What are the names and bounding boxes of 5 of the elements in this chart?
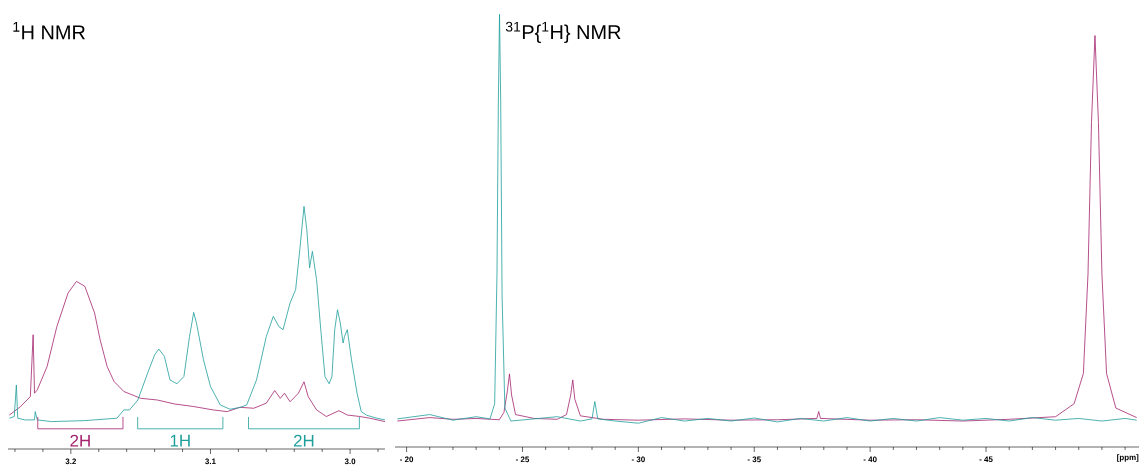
annotation: 1H [170,434,190,447]
annotation: 2H [293,434,314,447]
chart-title: $^{1}$H NMR [13,22,85,40]
annotation: 2H [70,434,90,447]
chart-title: $^{31}$P{$^{1}$H} NMR [505,21,621,44]
